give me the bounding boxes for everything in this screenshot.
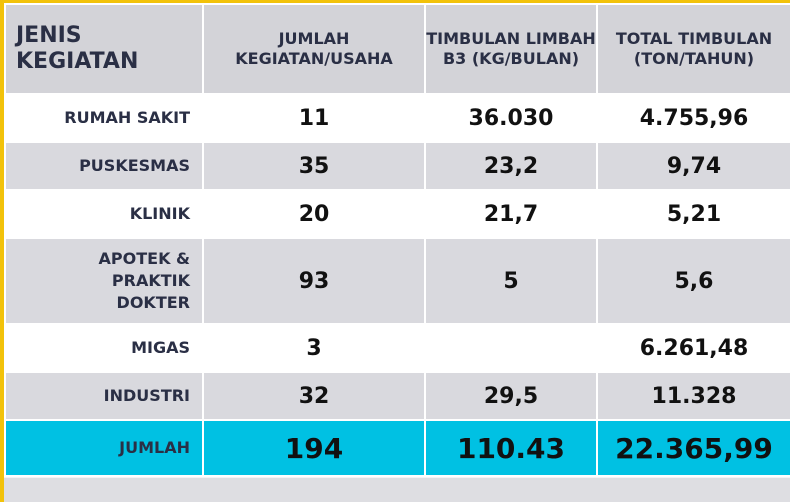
cell-timbulan: 36.030 [424, 93, 598, 143]
cell-total: 5,21 [596, 189, 790, 239]
cell-kegiatan-text: APOTEK & PRAKTIK DOKTER [98, 249, 190, 312]
cell-kegiatan: PUSKESMAS [4, 141, 204, 191]
table-row: INDUSTRI 32 29,5 11.328 [4, 371, 790, 421]
cell-total: 11.328 [596, 371, 790, 421]
bottom-strip [4, 478, 790, 502]
cell-total: 5,6 [596, 237, 790, 325]
header-jumlah-kegiatan: JUMLAH KEGIATAN/USAHA [202, 3, 426, 95]
cell-kegiatan: RUMAH SAKIT [4, 93, 204, 143]
cell-jumlah: 32 [202, 371, 426, 421]
header-row: JENIS KEGIATAN JUMLAH KEGIATAN/USAHA TIM… [4, 3, 790, 95]
waste-generation-table: JENIS KEGIATAN JUMLAH KEGIATAN/USAHA TIM… [4, 3, 790, 477]
cell-total: 6.261,48 [596, 323, 790, 373]
cell-timbulan: 21,7 [424, 189, 598, 239]
cell-total: 4.755,96 [596, 93, 790, 143]
cell-timbulan: 23,2 [424, 141, 598, 191]
header-total-timbulan: TOTAL TIMBULAN (TON/TAHUN) [596, 3, 790, 95]
table-row: MIGAS 3 6.261,48 [4, 323, 790, 373]
cell-timbulan: 29,5 [424, 371, 598, 421]
cell-jumlah: 93 [202, 237, 426, 325]
header-jenis-kegiatan: JENIS KEGIATAN [4, 3, 204, 95]
summary-label: JUMLAH [4, 419, 204, 477]
table-row: KLINIK 20 21,7 5,21 [4, 189, 790, 239]
cell-kegiatan: KLINIK [4, 189, 204, 239]
cell-jumlah: 3 [202, 323, 426, 373]
cell-kegiatan: INDUSTRI [4, 371, 204, 421]
table-row: APOTEK & PRAKTIK DOKTER 93 5 5,6 [4, 237, 790, 325]
cell-jumlah: 11 [202, 93, 426, 143]
header-timbulan-limbah: TIMBULAN LIMBAH B3 (KG/BULAN) [424, 3, 598, 95]
cell-kegiatan: MIGAS [4, 323, 204, 373]
summary-total: 22.365,99 [596, 419, 790, 477]
cell-total: 9,74 [596, 141, 790, 191]
cell-timbulan [424, 323, 598, 373]
cell-jumlah: 35 [202, 141, 426, 191]
cell-jumlah: 20 [202, 189, 426, 239]
summary-jumlah: 194 [202, 419, 426, 477]
cell-kegiatan: APOTEK & PRAKTIK DOKTER [4, 237, 204, 325]
table-row: RUMAH SAKIT 11 36.030 4.755,96 [4, 93, 790, 143]
summary-timbulan: 110.43 [424, 419, 598, 477]
summary-row: JUMLAH 194 110.43 22.365,99 [4, 419, 790, 477]
cell-timbulan: 5 [424, 237, 598, 325]
table-row: PUSKESMAS 35 23,2 9,74 [4, 141, 790, 191]
